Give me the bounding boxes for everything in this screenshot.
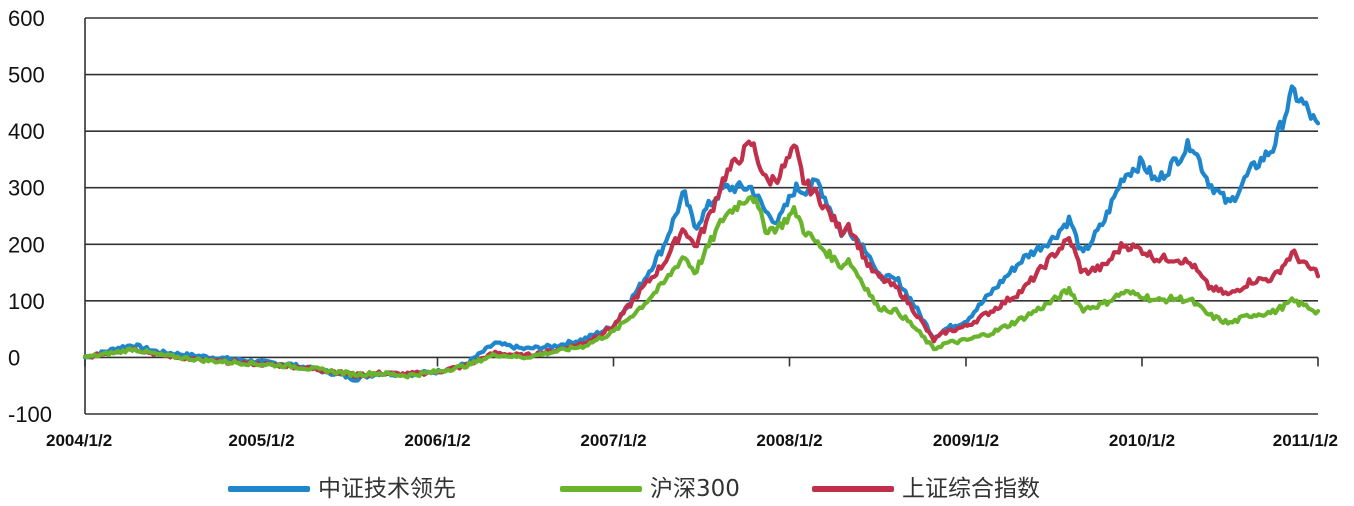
y-tick-label: 100: [8, 289, 45, 314]
x-tick-label: 2005/1/2: [228, 431, 294, 450]
x-tick-label: 2007/1/2: [580, 431, 646, 450]
y-tick-label: 400: [8, 119, 45, 144]
y-tick-label: 500: [8, 63, 45, 88]
x-tick-label: 2010/1/2: [1109, 431, 1175, 450]
legend-label-series-1: 中证技术领先: [318, 476, 456, 502]
legend-label-series-2: 沪深300: [650, 476, 740, 502]
legend-label-series-3: 上证综合指数: [902, 476, 1040, 502]
x-tick-label: 2009/1/2: [933, 431, 999, 450]
series-lines: [82, 84, 1321, 383]
y-axis-ticks: 600 500 400 300 200 100 0 -100: [8, 6, 52, 427]
y-tick-label: 300: [8, 176, 45, 201]
legend: 中证技术领先 沪深300 上证综合指数: [0, 466, 1354, 506]
legend-swatch-series-2: [560, 486, 642, 492]
gridlines: [84, 17, 1318, 415]
y-tick-label: 200: [8, 232, 45, 257]
y-tick-label: -100: [8, 402, 52, 427]
x-axis: 2004/1/2 2005/1/2 2006/1/2 2007/1/2 2008/1/2…: [46, 357, 1338, 450]
x-tick-label: 2008/1/2: [756, 431, 822, 450]
series-line-2: [82, 194, 1321, 380]
y-tick-label: 600: [8, 6, 45, 31]
legend-item-series-3: 上证综合指数: [812, 474, 1040, 504]
legend-swatch-series-1: [228, 486, 310, 492]
y-tick-label: 0: [8, 345, 20, 370]
x-tick-label: 2006/1/2: [404, 431, 470, 450]
legend-swatch-series-3: [812, 486, 894, 492]
x-tick-label: 2004/1/2: [46, 431, 112, 450]
line-chart: 600 500 400 300 200 100 0 -100 2004/1/2 2005/1/2…: [8, 6, 1338, 450]
x-tick-label: 2011/1/2: [1273, 431, 1338, 450]
legend-item-series-1: 中证技术领先: [228, 474, 456, 504]
legend-item-series-2: 沪深300: [560, 474, 740, 504]
